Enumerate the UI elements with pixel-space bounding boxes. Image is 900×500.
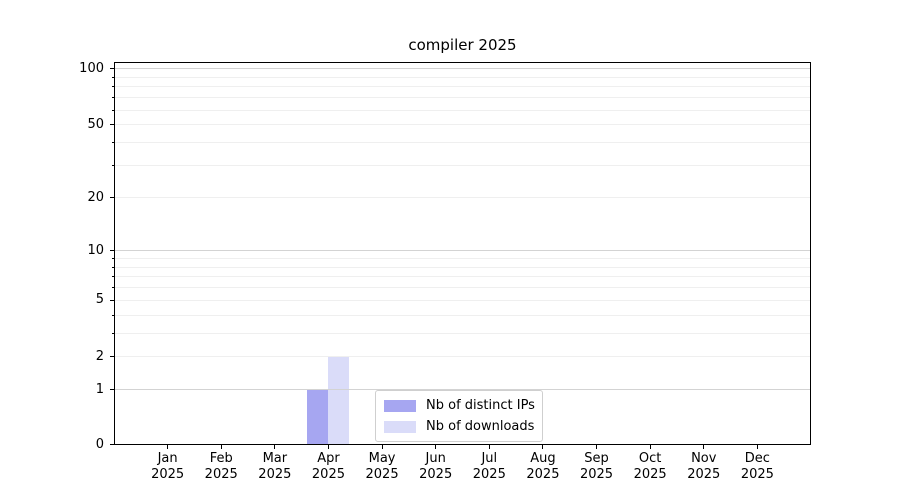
x-tick-mark	[167, 445, 169, 449]
gridline-minor	[114, 258, 811, 260]
x-tick-mark	[488, 445, 490, 449]
y-tick-label: 50	[87, 116, 104, 132]
x-tick-label: Oct 2025	[633, 451, 667, 482]
legend-label: Nb of downloads	[426, 419, 535, 434]
legend: Nb of distinct IPs Nb of downloads	[375, 390, 543, 442]
bar	[328, 356, 350, 444]
gridline-minor	[114, 97, 811, 99]
y-tick-mark	[110, 68, 114, 70]
gridline-minor	[114, 276, 811, 278]
x-tick-mark	[596, 445, 598, 449]
y-tick-label: 5	[95, 292, 104, 308]
x-tick-mark	[542, 445, 544, 449]
x-tick-label: Aug 2025	[526, 451, 560, 482]
x-tick-mark	[649, 445, 651, 449]
x-tick-label: Mar 2025	[258, 451, 292, 482]
plot-area	[114, 62, 811, 445]
gridline-minor	[114, 142, 811, 144]
x-tick-label: May 2025	[365, 451, 399, 482]
y-tick-label: 2	[95, 348, 104, 364]
legend-item: Nb of downloads	[384, 418, 534, 435]
x-tick-label: Nov 2025	[687, 451, 721, 482]
x-tick-mark	[435, 445, 437, 449]
x-tick-label: Jul 2025	[472, 451, 506, 482]
gridline-minor	[114, 197, 811, 199]
gridline-minor	[114, 165, 811, 167]
y-minor-tick-mark	[112, 287, 114, 289]
gridline-minor	[114, 266, 811, 268]
y-minor-tick-mark	[112, 142, 114, 144]
legend-label: Nb of distinct IPs	[426, 398, 535, 413]
gridline-minor	[114, 86, 811, 88]
y-minor-tick-mark	[112, 258, 114, 260]
y-minor-tick-mark	[112, 76, 114, 78]
y-tick-label: 0	[95, 436, 104, 452]
y-tick-mark	[110, 299, 114, 301]
y-tick-label: 1	[95, 381, 104, 397]
x-tick-mark	[327, 445, 329, 449]
y-minor-tick-mark	[112, 332, 114, 334]
y-minor-tick-mark	[112, 109, 114, 111]
y-minor-tick-mark	[112, 314, 114, 316]
gridline-minor	[114, 332, 811, 334]
x-tick-mark	[703, 445, 705, 449]
legend-item: Nb of distinct IPs	[384, 397, 535, 414]
gridline-minor	[114, 299, 811, 301]
y-tick-label: 20	[87, 189, 104, 205]
x-tick-label: Sep 2025	[579, 451, 614, 482]
y-tick-mark	[110, 197, 114, 199]
x-tick-label: Jun 2025	[419, 451, 453, 482]
gridline-minor	[114, 76, 811, 78]
chart-title: compiler 2025	[408, 36, 517, 54]
y-tick-mark	[110, 356, 114, 358]
gridline-major	[114, 250, 811, 252]
gridline-minor	[114, 124, 811, 126]
y-tick-label: 100	[79, 60, 104, 76]
gridline-major	[114, 68, 811, 70]
gridline-minor	[114, 109, 811, 111]
y-minor-tick-mark	[112, 266, 114, 268]
x-tick-mark	[274, 445, 276, 449]
x-tick-label: Jan 2025	[151, 451, 185, 482]
y-tick-label: 10	[87, 242, 104, 258]
y-tick-mark	[110, 250, 114, 252]
legend-swatch	[384, 399, 416, 412]
y-minor-tick-mark	[112, 97, 114, 99]
gridline-major	[114, 389, 811, 390]
y-tick-mark	[110, 389, 114, 390]
y-minor-tick-mark	[112, 276, 114, 278]
x-tick-mark	[756, 445, 758, 449]
x-tick-mark	[220, 445, 222, 449]
gridline-minor	[114, 314, 811, 316]
y-tick-mark	[110, 124, 114, 126]
x-tick-label: Apr 2025	[311, 451, 345, 482]
y-minor-tick-mark	[112, 165, 114, 167]
x-tick-mark	[381, 445, 383, 449]
x-tick-label: Dec 2025	[740, 451, 774, 482]
x-tick-label: Feb 2025	[204, 451, 238, 482]
y-tick-mark	[110, 444, 114, 445]
y-minor-tick-mark	[112, 86, 114, 88]
gridline-minor	[114, 356, 811, 358]
gridline-minor	[114, 287, 811, 289]
legend-swatch	[384, 420, 416, 433]
bar	[307, 389, 329, 444]
